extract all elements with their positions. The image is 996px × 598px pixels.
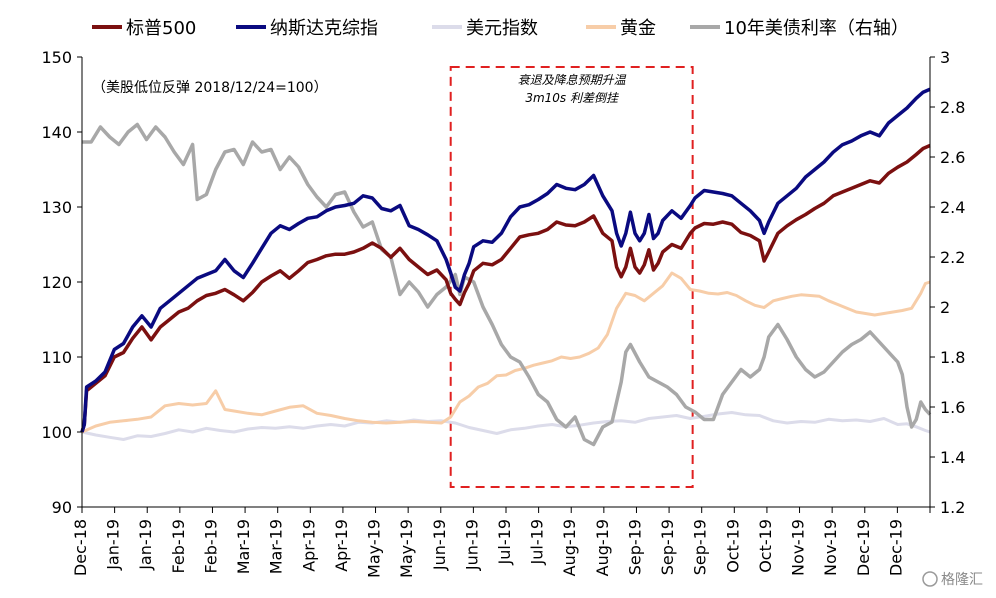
right-tick-label: 2.8 bbox=[940, 98, 965, 117]
x-tick-label: Feb-19 bbox=[201, 519, 220, 573]
x-tick-label: Jul-19 bbox=[528, 519, 547, 565]
left-tick-label: 130 bbox=[41, 198, 72, 217]
x-tick-label: Aug-19 bbox=[560, 519, 579, 576]
x-tick-label: Jan-19 bbox=[136, 519, 155, 571]
highlight-box-line2: 3m10s 利差倒挂 bbox=[525, 91, 619, 105]
x-tick-label: Apr-19 bbox=[299, 519, 318, 572]
left-tick-label: 90 bbox=[52, 498, 72, 517]
legend-label-2: 美元指数 bbox=[466, 18, 538, 39]
legend-label-4: 10年美债利率（右轴） bbox=[724, 18, 909, 39]
legend-label-3: 黄金 bbox=[620, 18, 656, 39]
x-tick-label: Sep-19 bbox=[658, 519, 677, 575]
series-layer bbox=[80, 87, 932, 447]
series-line-1 bbox=[80, 87, 931, 433]
right-tick-label: 1.8 bbox=[940, 348, 965, 367]
right-tick-label: 1.4 bbox=[940, 448, 965, 467]
left-tick-label: 100 bbox=[41, 423, 72, 442]
x-tick-label: Jun-19 bbox=[462, 519, 481, 571]
x-tick-label: Dec-18 bbox=[71, 519, 90, 576]
series-line-0 bbox=[80, 143, 931, 433]
x-tick-label: Oct-19 bbox=[723, 519, 742, 573]
x-tick-label: May-19 bbox=[397, 519, 416, 578]
x-tick-label: May-19 bbox=[365, 519, 384, 578]
right-tick-label: 2 bbox=[940, 298, 950, 317]
x-tick-label: Nov-19 bbox=[821, 519, 840, 576]
legend: 标普500 纳斯达克综指 美元指数 黄金 10年美债利率（右轴） bbox=[92, 18, 909, 39]
x-tick-label: Jul-19 bbox=[495, 519, 514, 565]
watermark-text: 格隆汇 bbox=[941, 572, 983, 588]
x-tick-label: Dec-19 bbox=[886, 519, 905, 576]
x-tick-label: Nov-19 bbox=[789, 519, 808, 576]
x-tick-label: Mar-19 bbox=[267, 519, 286, 574]
legend-label-1: 纳斯达克综指 bbox=[270, 18, 378, 39]
right-tick-label: 1.2 bbox=[940, 498, 965, 517]
series-line-3 bbox=[81, 271, 931, 434]
x-tick-label: Apr-19 bbox=[332, 519, 351, 572]
x-tick-label: Oct-19 bbox=[756, 519, 775, 573]
x-tick-label: Sep-19 bbox=[691, 519, 710, 575]
left-tick-label: 150 bbox=[41, 48, 72, 67]
axes: 90 100 110 120 130 140 150 1.2 1.4 1.6 1.8 2 2.2 2.4 2… bbox=[41, 48, 965, 578]
x-tick-label: Mar-19 bbox=[234, 519, 253, 574]
watermark-logo-icon bbox=[922, 571, 938, 587]
left-tick-label: 120 bbox=[41, 273, 72, 292]
right-tick-label: 1.6 bbox=[940, 398, 965, 417]
left-tick-label: 140 bbox=[41, 123, 72, 142]
chart-note: （美股低位反弹 2018/12/24=100） bbox=[92, 80, 328, 96]
right-tick-label: 2.4 bbox=[940, 198, 965, 217]
x-tick-label: Sep-19 bbox=[625, 519, 644, 575]
right-tick-label: 2.6 bbox=[940, 148, 965, 167]
highlight-box-border bbox=[449, 66, 694, 488]
left-tick-label: 110 bbox=[41, 348, 72, 367]
right-tick-label: 3 bbox=[940, 48, 950, 67]
x-tick-label: Jan-19 bbox=[104, 519, 123, 571]
right-tick-label: 2.2 bbox=[940, 248, 965, 267]
highlight-box-line1: 衰退及降息预期升温 bbox=[518, 73, 627, 87]
highlight-box: 衰退及降息预期升温 3m10s 利差倒挂 bbox=[449, 66, 694, 488]
x-tick-label: Feb-19 bbox=[169, 519, 188, 573]
x-tick-label: Jun-19 bbox=[430, 519, 449, 571]
x-tick-label: Dec-19 bbox=[854, 519, 873, 576]
x-tick-label: Aug-19 bbox=[593, 519, 612, 576]
series-line-2 bbox=[81, 411, 931, 441]
series-line-4 bbox=[82, 122, 932, 447]
watermark: 格隆汇 bbox=[922, 571, 983, 588]
legend-label-0: 标普500 bbox=[126, 18, 196, 39]
